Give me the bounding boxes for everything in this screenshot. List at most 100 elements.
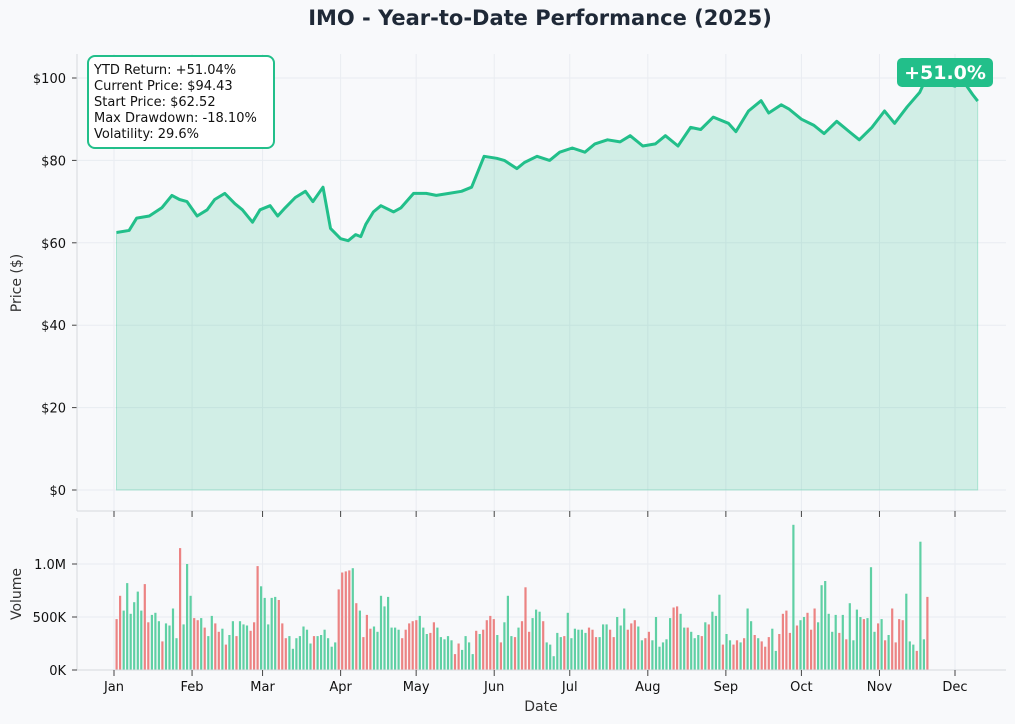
price-panel: $0 $20 $40 $60 $80 $100 Price ($) YTD Return:… (9, 54, 1006, 517)
volume-bar (661, 642, 665, 670)
volume-bar (820, 585, 823, 670)
volume-bar (781, 613, 784, 670)
volume-bar (728, 640, 732, 670)
volume-bar (133, 602, 136, 670)
volume-bar (140, 610, 143, 670)
volume-bar (669, 618, 672, 670)
volume-bar (831, 631, 834, 670)
volume-bar (171, 608, 175, 670)
volume-bar (485, 620, 488, 670)
stats-max-drawdown: Max Drawdown: -18.10% (94, 111, 257, 126)
volume-bar (866, 618, 869, 670)
volume-bar (774, 650, 777, 670)
volume-bar (806, 612, 809, 670)
volume-y-tick-label: 500K (33, 611, 67, 626)
volume-bar (210, 615, 213, 670)
volume-bar (408, 623, 411, 670)
volume-bar (799, 620, 802, 670)
volume-bar (260, 586, 263, 670)
volume-bar (390, 627, 393, 670)
ytd-badge-label: +51.0% (904, 62, 986, 84)
volume-bar (725, 634, 728, 670)
volume-bar (577, 629, 580, 670)
volume-bar (453, 654, 457, 670)
volume-bar (168, 625, 171, 670)
volume-bar (214, 623, 217, 670)
volume-bar (415, 620, 418, 670)
volume-bar (542, 621, 545, 670)
price-y-tick-label: $60 (41, 237, 66, 252)
volume-bar (277, 600, 280, 670)
volume-bar (697, 635, 700, 670)
volume-bar (312, 636, 316, 670)
volume-bar (869, 567, 873, 670)
volume-bar (556, 632, 559, 670)
volume-bar (231, 621, 234, 670)
volume-bar (164, 623, 168, 670)
volume-bar (369, 628, 372, 670)
volume-bar (824, 581, 827, 670)
volume-bar (559, 637, 562, 670)
volume-x-tick-label: Apr (329, 680, 352, 695)
volume-bar (538, 611, 541, 670)
volume-bar (915, 650, 918, 670)
volume-bar (594, 637, 598, 670)
volume-bar (721, 644, 724, 670)
volume-bar (647, 631, 650, 670)
volume-bar (894, 642, 897, 670)
volume-bar (598, 637, 601, 670)
price-x-ticks (113, 511, 956, 517)
volume-bar (305, 629, 309, 670)
volume-bar (640, 640, 643, 670)
volume-bar (228, 635, 231, 670)
volume-bar (753, 635, 756, 670)
volume-bar (189, 595, 192, 670)
price-y-tick-label: $20 (41, 402, 66, 417)
volume-x-tick-label: Nov (867, 680, 893, 695)
volume-bar (267, 624, 270, 670)
volume-bar (126, 583, 129, 670)
ytd-badge: +51.0% (897, 58, 993, 87)
volume-bar (612, 637, 615, 670)
volume-bar (711, 611, 714, 670)
volume-bar (348, 570, 351, 670)
volume-bar (834, 614, 837, 670)
volume-bar (270, 597, 273, 670)
volume-bar (884, 640, 887, 670)
volume-bar (387, 596, 390, 670)
volume-bar (330, 646, 333, 670)
volume-bar (665, 639, 668, 670)
price-y-tick-label: $40 (41, 319, 66, 334)
volume-bar (552, 656, 555, 670)
volume-bar (161, 641, 164, 670)
volume-bar (690, 631, 693, 670)
volume-x-tick-label: Sep (714, 680, 739, 695)
volume-bar (217, 631, 220, 670)
price-y-tick-label: $80 (41, 154, 66, 169)
volume-bar (179, 548, 182, 670)
volume-bar (683, 627, 686, 670)
volume-bar (735, 640, 739, 670)
volume-bar (739, 642, 742, 670)
volume-bar (186, 564, 189, 670)
volume-bar (200, 618, 203, 670)
volume-x-tick-label: Dec (942, 680, 967, 695)
volume-bar (327, 638, 330, 670)
volume-bar (351, 568, 354, 670)
volume-bar (457, 643, 460, 670)
volume-bar (482, 629, 485, 670)
volume-bar (344, 571, 347, 670)
volume-bar (901, 620, 904, 670)
volume-bar (196, 620, 199, 670)
volume-bar (291, 648, 294, 670)
volume-bar (785, 610, 788, 670)
volume-x-tick-label: Jun (483, 680, 504, 695)
ytd-badge-background (897, 58, 993, 87)
volume-bar (323, 629, 326, 670)
volume-bar (242, 624, 245, 670)
volume-bar (718, 594, 721, 670)
stats-current-price: Current Price: $94.43 (94, 79, 233, 94)
volume-bar (358, 610, 361, 670)
volume-bar (704, 622, 707, 670)
volume-bar (355, 603, 358, 670)
